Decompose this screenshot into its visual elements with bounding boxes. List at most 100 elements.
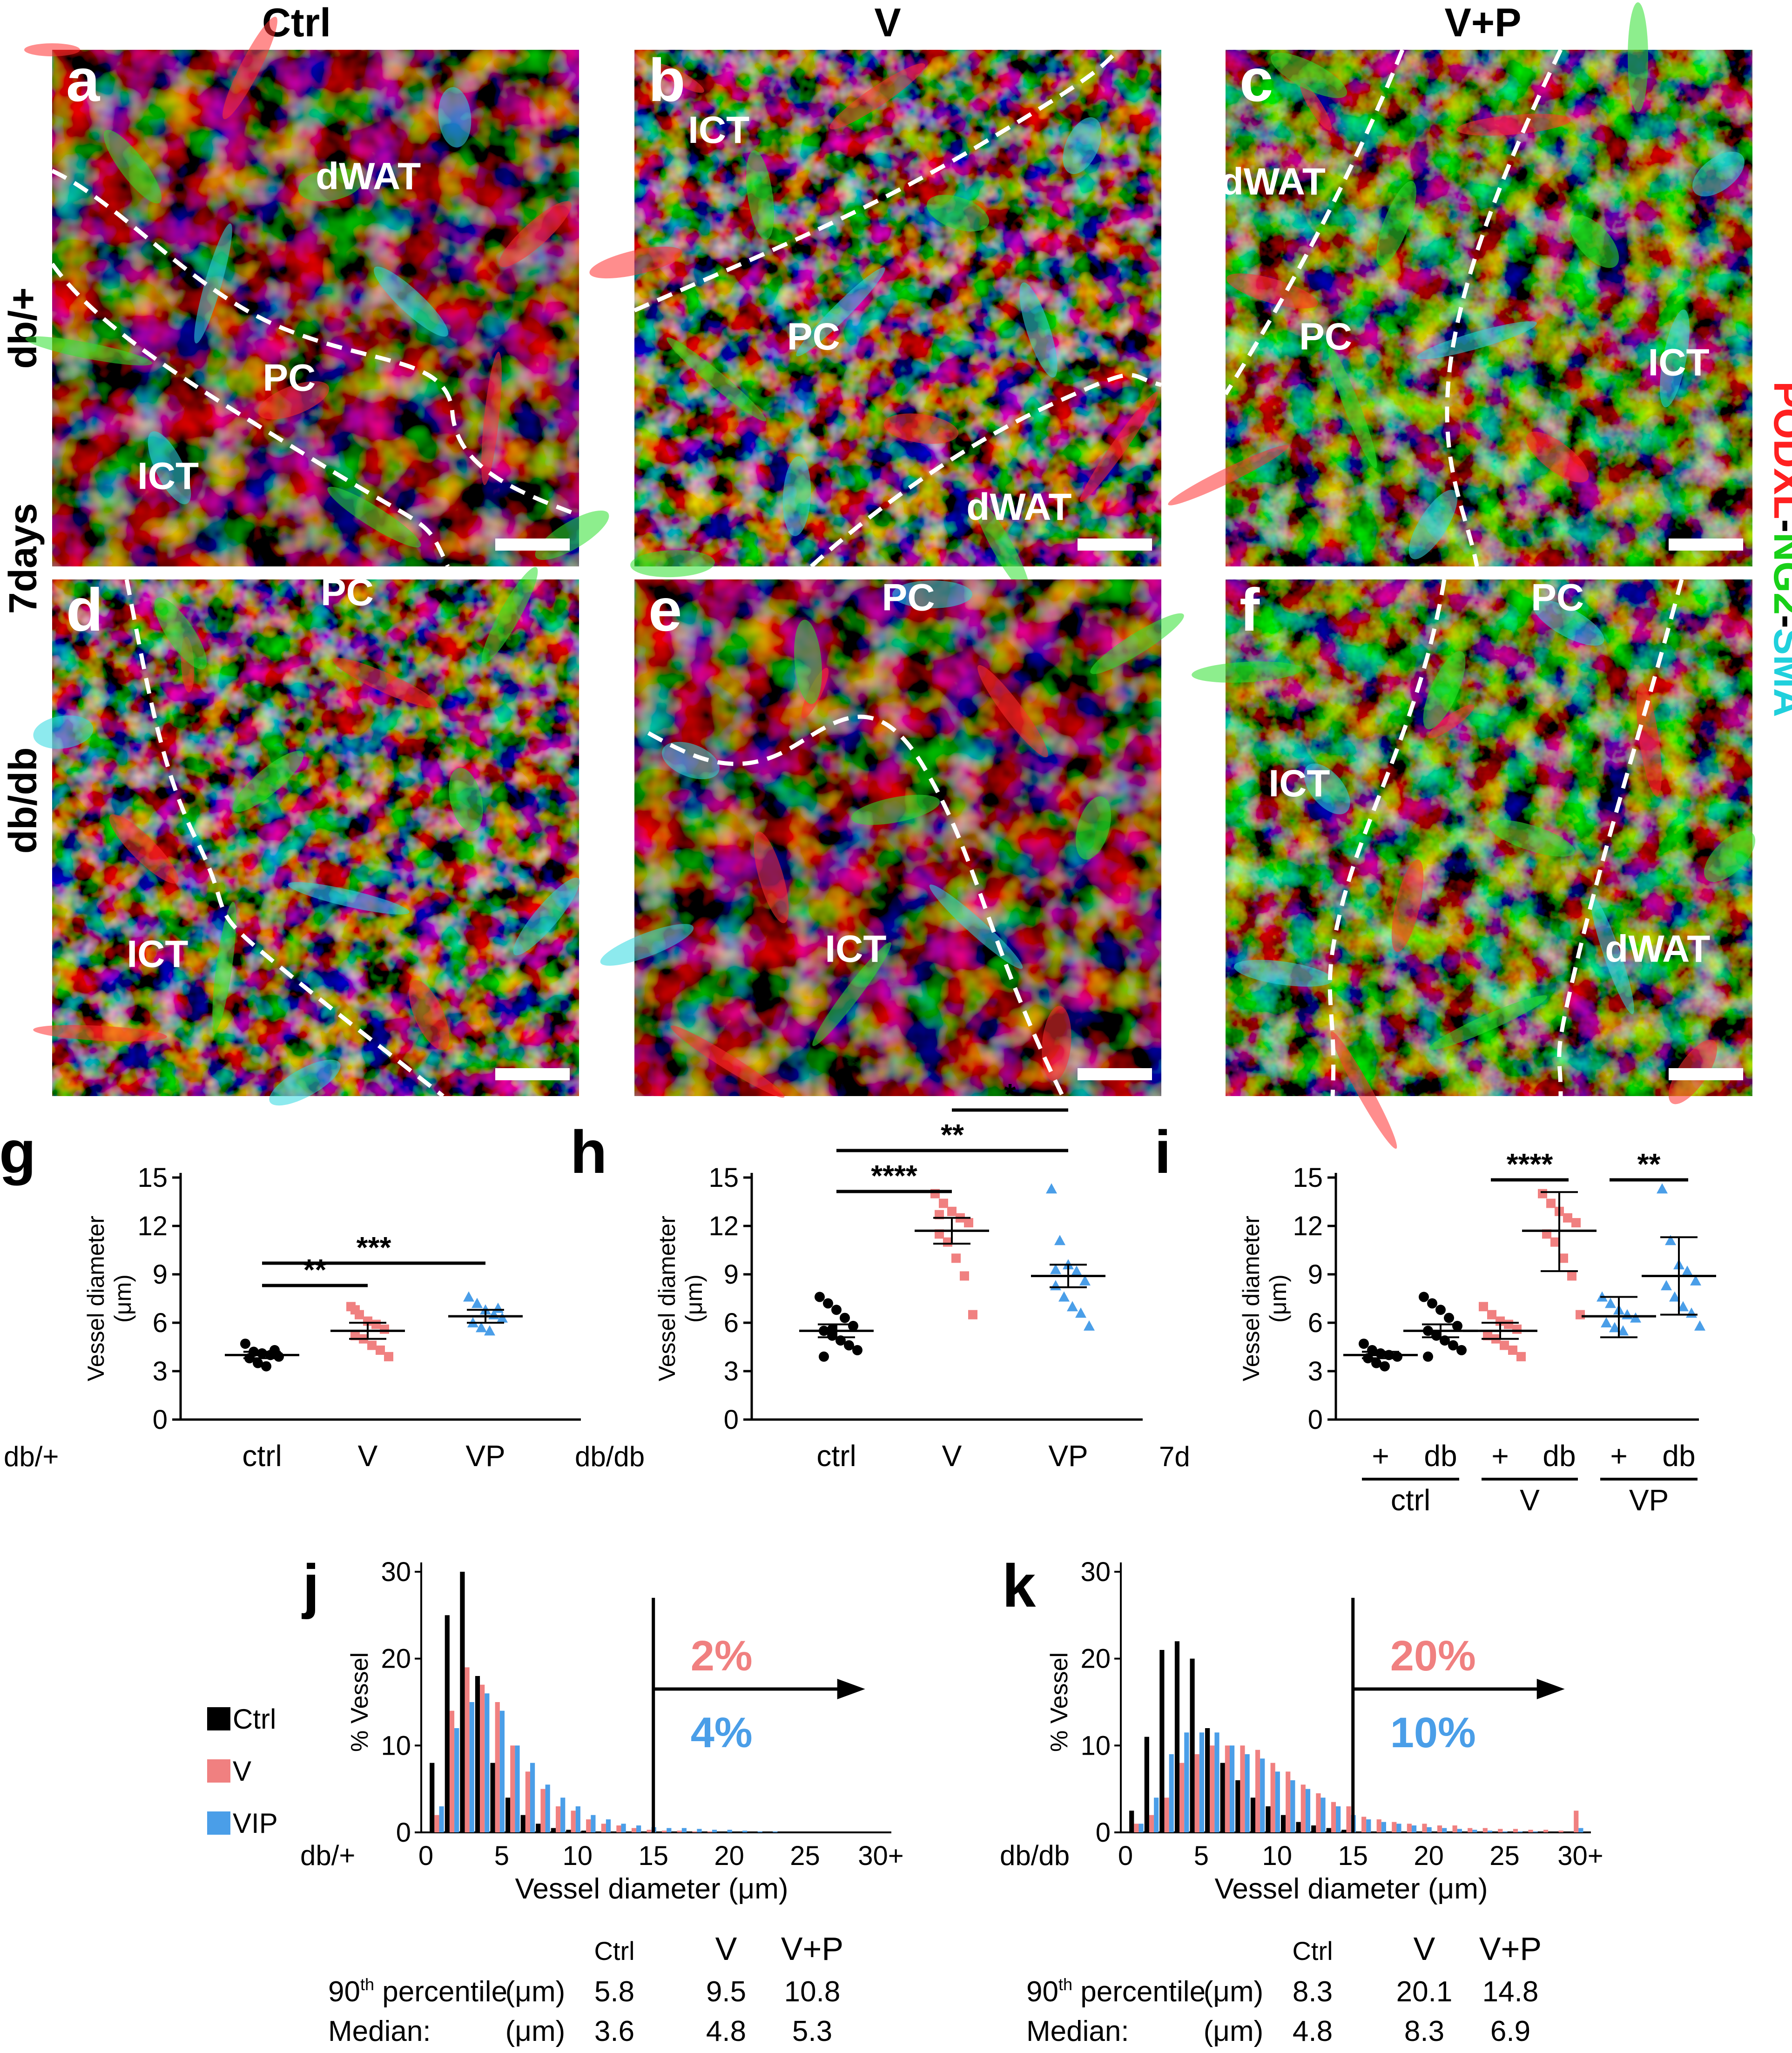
vessel-streak (600, 924, 694, 966)
category-label: VP (1048, 1439, 1088, 1473)
data-point (476, 1322, 487, 1333)
panel-letter: i (1154, 1118, 1171, 1186)
histogram-bar (439, 1806, 444, 1832)
histogram-bar (1169, 1754, 1174, 1832)
panel-letter: c (1240, 46, 1273, 114)
micrograph-tissue (52, 50, 579, 566)
histogram-bar (449, 1710, 455, 1832)
panel-letter: a (66, 46, 101, 114)
histogram-bar (612, 1831, 617, 1832)
arrow-head (837, 1679, 865, 1699)
x-tick-label: 25 (790, 1841, 820, 1871)
vessel-streak (1637, 683, 1662, 796)
row-label-rest: percentile (1072, 1976, 1206, 2008)
data-point (350, 1305, 360, 1315)
legend-label: V (233, 1756, 251, 1787)
vessel-streak (851, 794, 940, 825)
vessel-streak (24, 43, 80, 56)
histogram-bar (551, 1828, 556, 1832)
vessel-streak (1569, 215, 1619, 268)
table-value: 6.9 (1490, 2015, 1530, 2047)
histogram-bar (1392, 1822, 1397, 1832)
data-point (1665, 1235, 1676, 1245)
data-point (269, 1345, 280, 1355)
data-point (1686, 1307, 1697, 1318)
data-point (1367, 1345, 1377, 1355)
data-point (852, 1345, 862, 1355)
data-point (1661, 1280, 1672, 1291)
histogram-bar (560, 1797, 566, 1832)
vessel-streak (1330, 1031, 1397, 1149)
vessel-streak (194, 223, 232, 343)
data-point (1550, 1237, 1560, 1247)
region-label: dWAT (316, 155, 421, 198)
vessel-streak (1192, 661, 1301, 683)
category-label: ctrl (816, 1439, 856, 1473)
table-value: 4.8 (1293, 2015, 1333, 2047)
histogram-bar (510, 1745, 515, 1832)
scale-bar (495, 1068, 570, 1080)
vessel-streak (1226, 273, 1318, 309)
vessel-streak (1080, 391, 1158, 502)
vessel-streak (327, 486, 421, 548)
category-label: + (1491, 1439, 1509, 1473)
y-tick-label: 9 (724, 1259, 739, 1290)
vessel-streak (298, 168, 363, 202)
histogram-bar (1296, 1822, 1301, 1832)
region-label: ICT (688, 109, 749, 151)
y-axis-label: Vessel diameter (1238, 1216, 1264, 1381)
histogram-bar (1300, 1784, 1306, 1832)
category-label: V (942, 1439, 962, 1473)
region-boundary (809, 373, 1162, 568)
y-axis-unit: (μm) (110, 1274, 136, 1323)
scale-bar (1669, 1068, 1743, 1080)
micrograph-tissue (1226, 579, 1752, 1096)
histogram-bar (631, 1828, 637, 1832)
legend-swatch (207, 1759, 230, 1783)
histogram-bar (460, 1572, 465, 1832)
data-point (1371, 1358, 1381, 1368)
vessel-streak (499, 201, 572, 267)
data-point (844, 1340, 854, 1351)
category-label: V (358, 1439, 378, 1473)
data-point (960, 1271, 969, 1281)
y-tick-label: 6 (1308, 1308, 1323, 1338)
y-tick-label: 6 (153, 1308, 168, 1338)
vessel-streak (33, 715, 94, 749)
vessel-streak (1660, 309, 1690, 408)
histogram-bar (1286, 1771, 1291, 1832)
histogram-bar (712, 1830, 717, 1832)
region-boundary (633, 48, 1120, 313)
y-tick-label: 0 (724, 1405, 739, 1435)
x-tick-label: 15 (1338, 1841, 1368, 1871)
histogram-bar (1574, 1811, 1579, 1832)
table-row-label: 90th percentile (328, 1975, 507, 2008)
data-point (1487, 1310, 1496, 1319)
histogram-bar (1396, 1824, 1401, 1832)
y-tick-label: 30 (381, 1557, 411, 1587)
data-point (1657, 1183, 1668, 1194)
y-tick-label: 30 (1080, 1557, 1111, 1587)
histogram-bar (1194, 1754, 1199, 1832)
data-point (1500, 1340, 1509, 1350)
region-label: PC (263, 357, 316, 399)
table-header: Ctrl (1292, 1936, 1333, 1965)
table-header: V (715, 1931, 737, 1967)
vessel-streak (449, 767, 483, 832)
vessel-streak (977, 665, 1048, 758)
histogram-bar (571, 1811, 576, 1832)
region-label: dWAT (1605, 928, 1710, 970)
vessel-streak (269, 1059, 341, 1106)
data-point (1576, 1310, 1585, 1319)
histogram-bar (1270, 1763, 1275, 1832)
x-tick-label: 5 (1194, 1841, 1209, 1871)
data-point (1071, 1265, 1082, 1276)
vessel-streak (333, 658, 438, 708)
table-row-label: 90th percentile (1026, 1975, 1206, 2008)
data-point (484, 1325, 495, 1336)
vessel-streak (655, 63, 704, 93)
significance-label: ** (1637, 1147, 1661, 1181)
arrow-head (1536, 1679, 1565, 1699)
data-point (1694, 1320, 1705, 1331)
